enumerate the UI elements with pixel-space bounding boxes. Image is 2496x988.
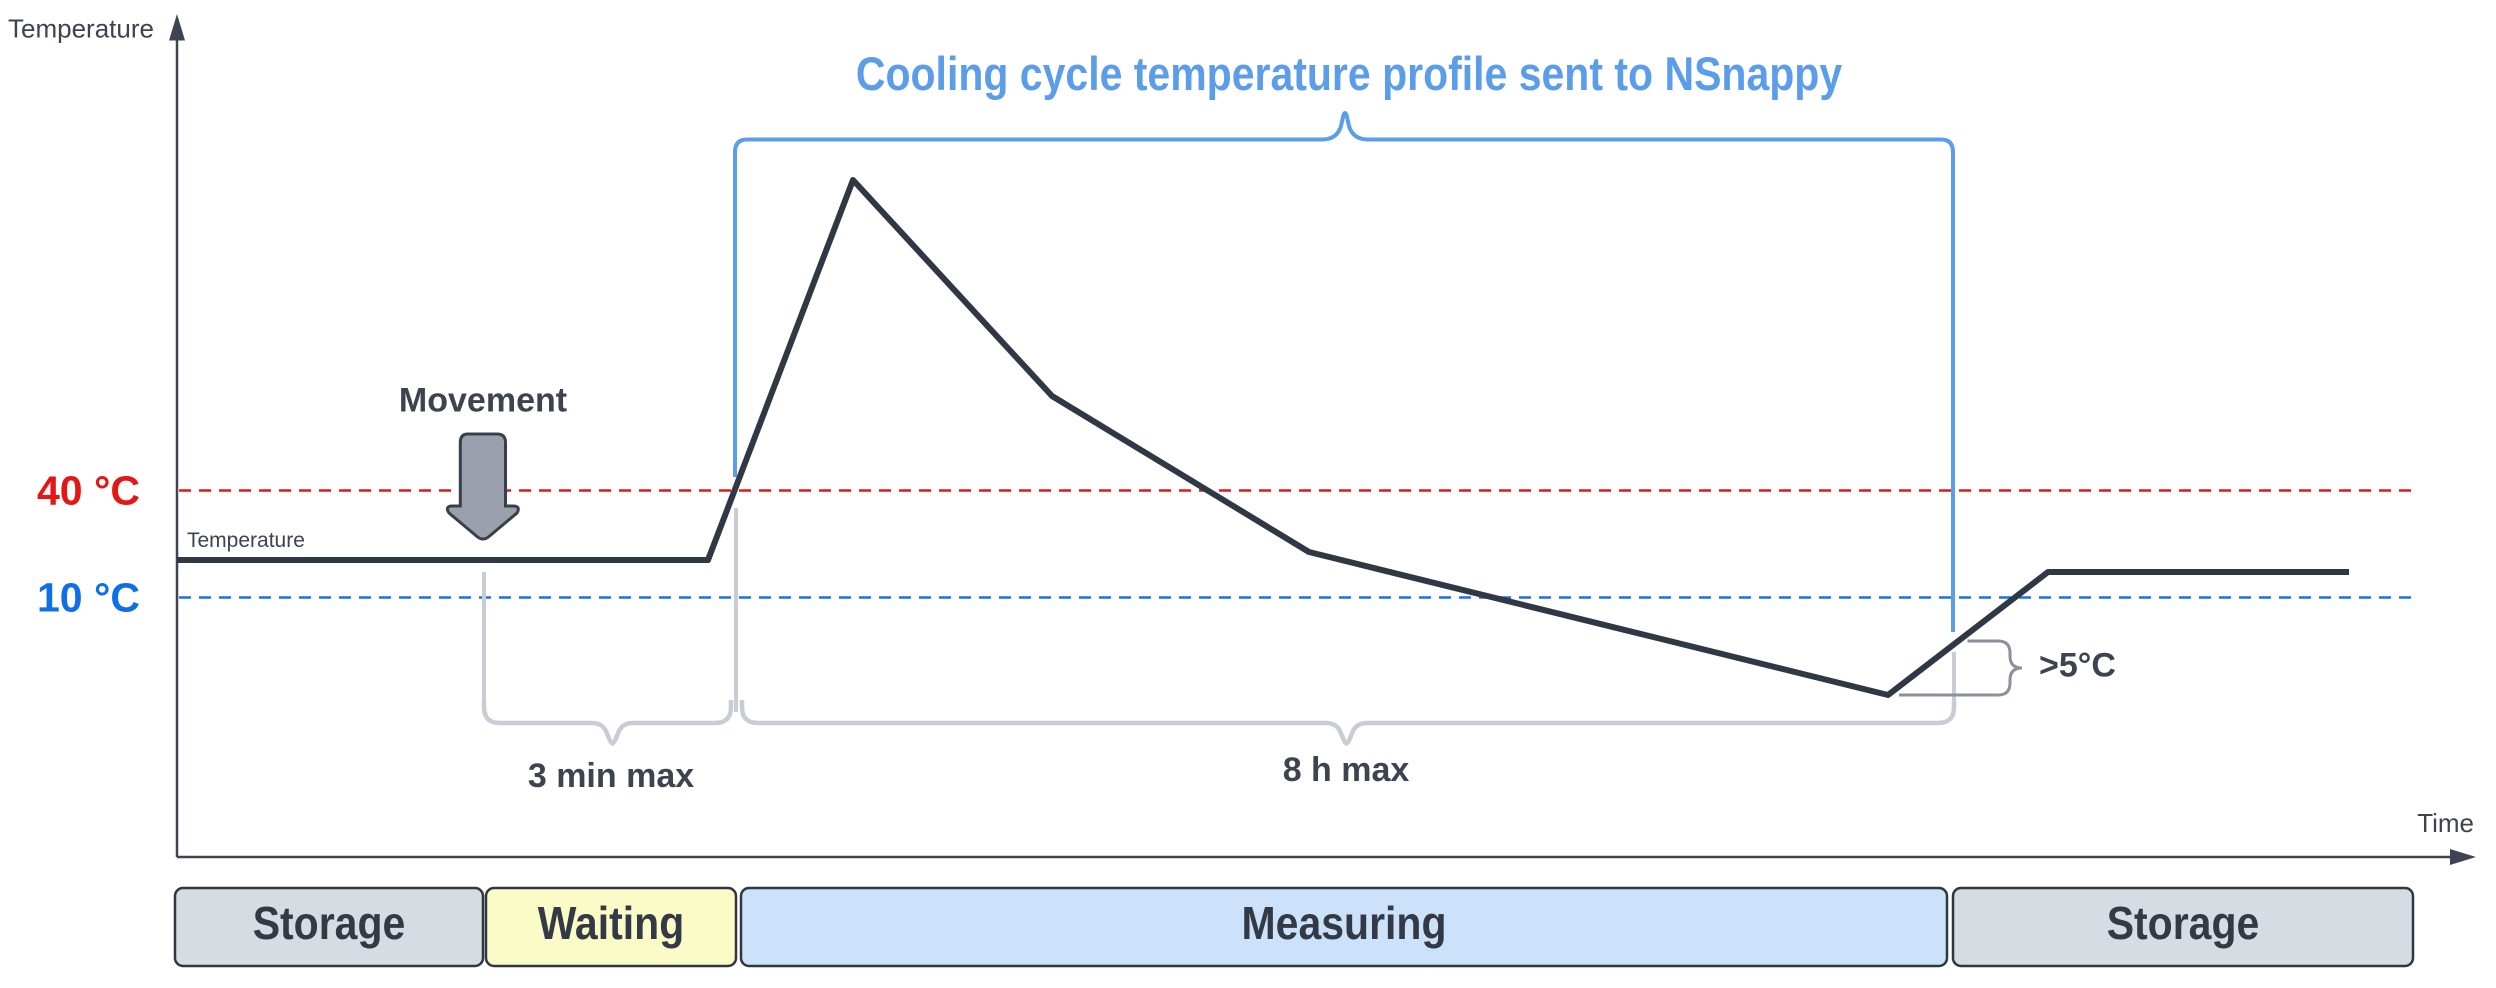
svg-text:Temperature: Temperature	[8, 14, 154, 44]
svg-text:Waiting: Waiting	[538, 898, 684, 950]
svg-text:10 °C: 10 °C	[37, 575, 140, 621]
svg-text:Storage: Storage	[253, 898, 406, 950]
svg-text:Storage: Storage	[2107, 898, 2260, 950]
svg-text:Movement: Movement	[399, 382, 567, 420]
svg-text:8 h max: 8 h max	[1283, 751, 1410, 789]
svg-text:Temperature: Temperature	[187, 529, 305, 552]
svg-text:>5°C: >5°C	[2039, 647, 2116, 685]
svg-text:Measuring: Measuring	[1242, 898, 1447, 950]
svg-text:3 min max: 3 min max	[528, 757, 694, 795]
svg-text:Time: Time	[2417, 808, 2474, 838]
svg-text:40 °C: 40 °C	[37, 468, 140, 514]
svg-text:Cooling cycle temperature prof: Cooling cycle temperature profile sent t…	[856, 48, 1843, 100]
